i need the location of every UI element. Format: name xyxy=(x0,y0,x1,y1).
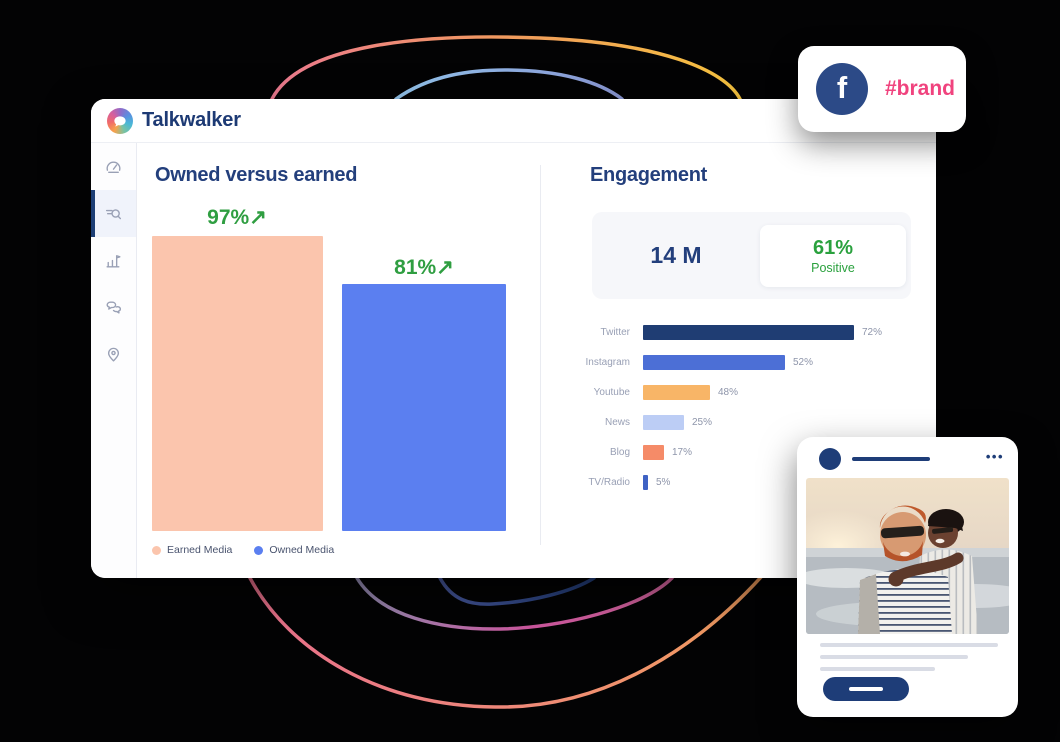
channel-bar[interactable] xyxy=(643,415,684,430)
channel-value: 5% xyxy=(656,477,671,488)
avatar xyxy=(819,448,841,470)
brand-name: Talkwalker xyxy=(142,109,241,131)
sidebar-item-social-search[interactable] xyxy=(91,190,136,237)
social-search-icon xyxy=(105,209,122,220)
sidebar-item-dashboard[interactable] xyxy=(91,143,136,190)
social-post-card: ••• xyxy=(797,437,1018,717)
legend-label: Earned Media xyxy=(167,544,233,556)
owned-bar-value: 81%↗ xyxy=(394,256,454,279)
app-header: Talkwalker xyxy=(91,99,936,143)
channel-label: Youtube xyxy=(593,387,630,398)
sidebar xyxy=(91,143,137,578)
engagement-stat-card: 14 M 61% Positive xyxy=(592,212,911,299)
channel-bar[interactable] xyxy=(643,475,648,490)
post-text-placeholder xyxy=(820,655,968,659)
channel-row-youtube: Youtube 48% xyxy=(570,385,738,400)
dashboard-gauge-icon xyxy=(106,161,121,173)
channel-row-instagram: Instagram 52% xyxy=(570,355,813,370)
post-text-placeholder xyxy=(820,643,998,647)
channel-bar[interactable] xyxy=(643,385,710,400)
post-action-button[interactable] xyxy=(823,677,909,701)
channel-bar[interactable] xyxy=(643,355,785,370)
post-photo xyxy=(806,478,1009,634)
username-placeholder xyxy=(852,457,930,461)
channel-value: 72% xyxy=(862,327,883,338)
talkwalker-logo-icon[interactable] xyxy=(107,107,133,134)
owned-media-bar[interactable] xyxy=(342,284,506,531)
channel-label: TV/Radio xyxy=(588,477,630,488)
channel-value: 25% xyxy=(692,417,713,428)
channel-bar[interactable] xyxy=(643,325,854,340)
brand-hashtag: #brand xyxy=(885,77,956,100)
sidebar-item-conversations[interactable] xyxy=(91,284,136,331)
channel-label: Twitter xyxy=(600,327,630,338)
chart-legend: Earned Media Owned Media xyxy=(152,544,334,556)
owned-vs-earned-title: Owned versus earned xyxy=(155,164,358,186)
total-mentions: 14 M xyxy=(650,242,702,268)
button-label-placeholder xyxy=(849,687,883,691)
channel-value: 52% xyxy=(793,357,814,368)
analytics-icon xyxy=(106,255,121,268)
beach-couple-illustration xyxy=(806,478,1009,634)
channel-label: Instagram xyxy=(585,357,630,368)
sidebar-item-location[interactable] xyxy=(91,331,136,378)
sidebar-item-analytics[interactable] xyxy=(91,237,136,284)
engagement-title: Engagement xyxy=(590,164,708,186)
conversations-icon xyxy=(106,301,122,314)
channel-row-tvradio: TV/Radio 5% xyxy=(570,475,670,490)
panel-divider xyxy=(540,165,541,545)
legend-dot-earned xyxy=(152,545,161,555)
legend-item-owned: Owned Media xyxy=(254,544,334,556)
channel-value: 48% xyxy=(718,387,739,398)
sentiment-card: 61% Positive xyxy=(760,225,906,287)
positive-label: Positive xyxy=(811,260,855,275)
positive-percent: 61% xyxy=(812,236,854,259)
legend-dot-owned xyxy=(254,545,264,555)
channel-label: Blog xyxy=(609,447,630,458)
post-text-placeholder xyxy=(820,667,935,671)
channel-row-blog: Blog 17% xyxy=(570,445,692,460)
channel-row-news: News 25% xyxy=(570,415,712,430)
location-pin-icon xyxy=(107,347,120,362)
earned-bar-value: 97%↗ xyxy=(207,206,267,229)
dashboard-card: Talkwalker xyxy=(91,99,936,578)
earned-media-bar[interactable] xyxy=(152,236,323,531)
more-options-icon[interactable]: ••• xyxy=(985,449,1004,464)
brand-hashtag-card: f #brand xyxy=(798,46,966,132)
channel-label: News xyxy=(604,417,630,428)
facebook-icon[interactable]: f xyxy=(816,63,868,115)
legend-label: Owned Media xyxy=(269,544,335,556)
channel-bar[interactable] xyxy=(643,445,664,460)
legend-item-earned: Earned Media xyxy=(152,544,232,556)
speech-bubble-glyph xyxy=(114,115,126,127)
channel-value: 17% xyxy=(672,447,693,458)
channel-row-twitter: Twitter 72% xyxy=(570,325,882,340)
